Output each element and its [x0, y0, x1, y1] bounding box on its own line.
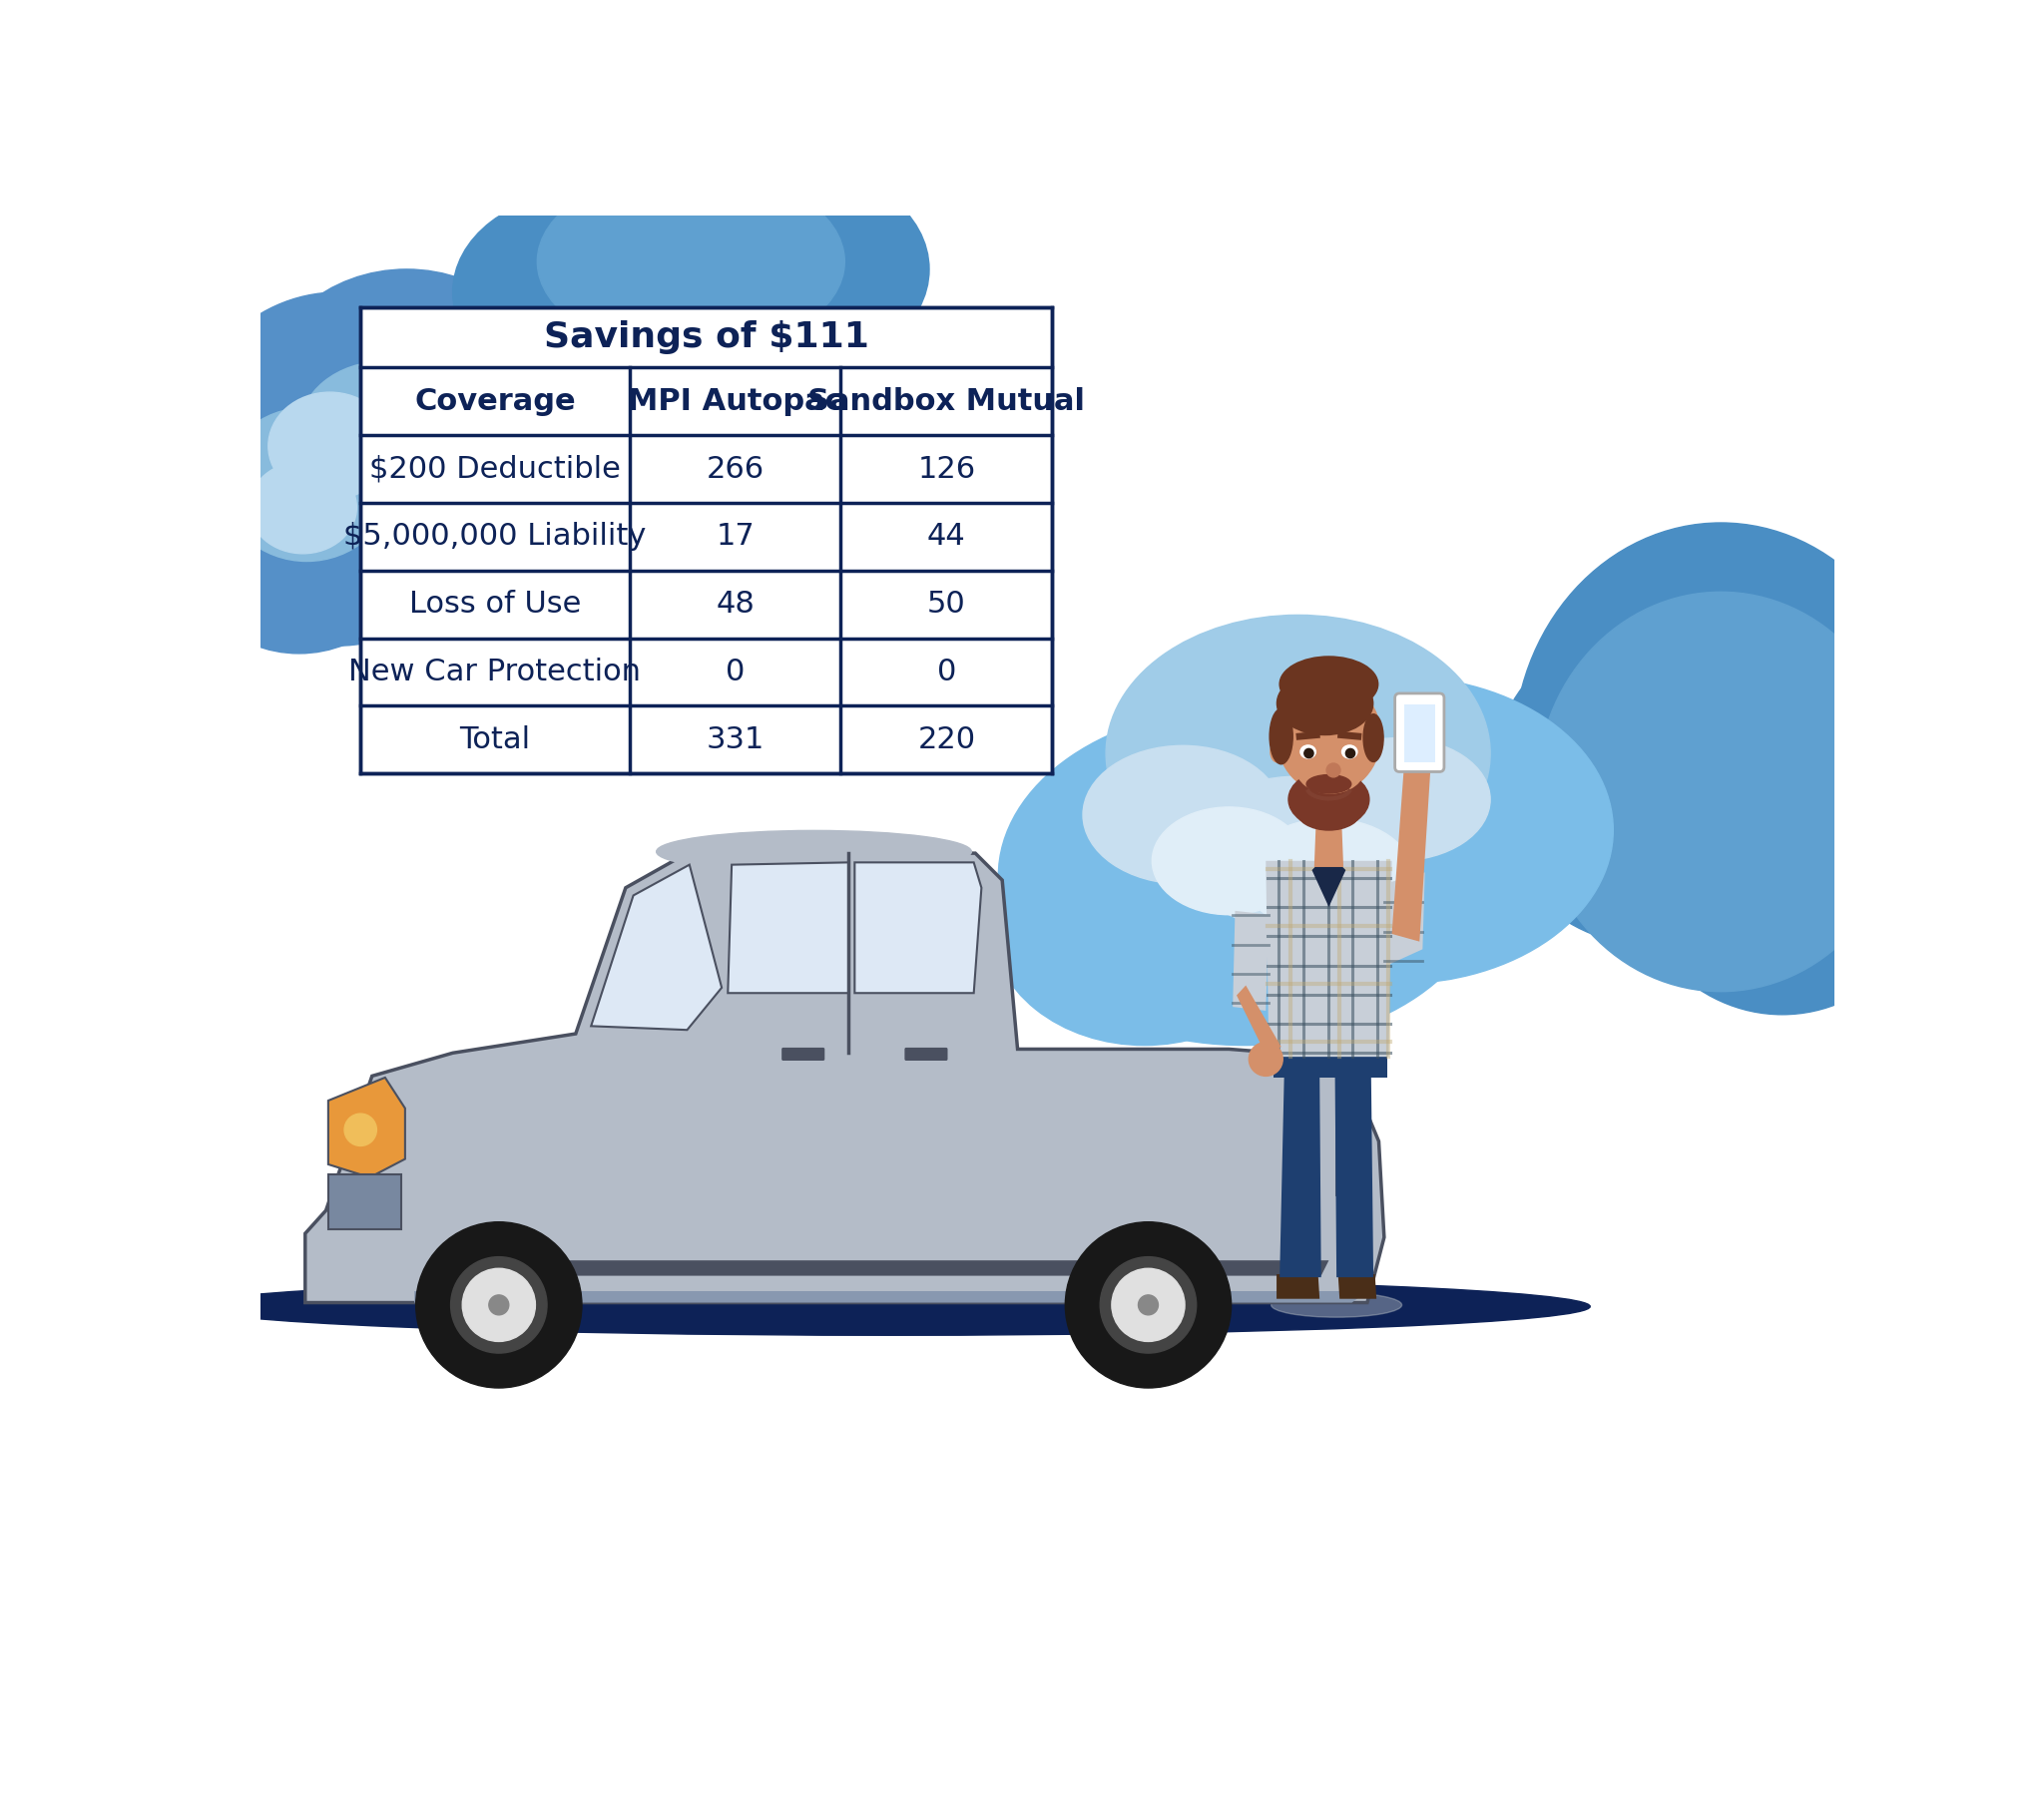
- Ellipse shape: [1363, 715, 1384, 762]
- Text: 220: 220: [918, 726, 975, 754]
- Ellipse shape: [1106, 614, 1490, 891]
- Text: Sandbox Mutual: Sandbox Mutual: [807, 386, 1085, 417]
- Text: Savings of $111: Savings of $111: [544, 321, 869, 354]
- FancyBboxPatch shape: [1273, 1052, 1388, 1078]
- Polygon shape: [1233, 911, 1269, 1011]
- Ellipse shape: [1306, 738, 1490, 860]
- Text: $200 Deductible: $200 Deductible: [370, 454, 621, 483]
- Circle shape: [1065, 1221, 1230, 1388]
- Text: Loss of Use: Loss of Use: [409, 589, 580, 620]
- Circle shape: [489, 1295, 509, 1315]
- Circle shape: [1345, 749, 1355, 758]
- Ellipse shape: [1341, 745, 1357, 758]
- Polygon shape: [415, 1291, 1367, 1302]
- Text: 17: 17: [715, 523, 754, 551]
- Text: 50: 50: [928, 589, 967, 620]
- Ellipse shape: [1280, 657, 1378, 711]
- Text: New Car Protection: New Car Protection: [350, 657, 642, 686]
- Ellipse shape: [991, 799, 1298, 1045]
- Ellipse shape: [1288, 770, 1369, 828]
- Circle shape: [1112, 1268, 1186, 1342]
- Ellipse shape: [652, 165, 930, 374]
- Ellipse shape: [1183, 677, 1613, 984]
- Text: 0: 0: [726, 657, 744, 686]
- Ellipse shape: [1083, 745, 1284, 884]
- Ellipse shape: [268, 392, 390, 499]
- Polygon shape: [305, 853, 1384, 1302]
- Circle shape: [452, 1257, 548, 1352]
- Circle shape: [1249, 1042, 1284, 1076]
- Polygon shape: [1237, 986, 1282, 1054]
- Polygon shape: [1265, 860, 1392, 1056]
- Ellipse shape: [1278, 679, 1380, 794]
- Polygon shape: [728, 862, 848, 993]
- Text: 126: 126: [918, 454, 975, 483]
- Ellipse shape: [249, 462, 356, 553]
- Ellipse shape: [176, 293, 499, 647]
- FancyBboxPatch shape: [1404, 704, 1435, 763]
- Ellipse shape: [1269, 709, 1292, 763]
- Ellipse shape: [1490, 623, 1813, 945]
- Polygon shape: [1280, 1072, 1320, 1277]
- Ellipse shape: [1537, 593, 1905, 991]
- Polygon shape: [1335, 1072, 1374, 1277]
- FancyBboxPatch shape: [781, 1047, 824, 1061]
- Text: 266: 266: [705, 454, 764, 483]
- Ellipse shape: [1271, 742, 1284, 762]
- Circle shape: [1327, 763, 1341, 778]
- Polygon shape: [329, 1078, 405, 1178]
- Ellipse shape: [223, 408, 390, 560]
- Ellipse shape: [176, 408, 421, 654]
- Ellipse shape: [1278, 672, 1374, 735]
- Ellipse shape: [1153, 806, 1306, 914]
- Ellipse shape: [1300, 745, 1316, 758]
- Polygon shape: [1384, 873, 1425, 964]
- Ellipse shape: [515, 158, 869, 397]
- Polygon shape: [1339, 1273, 1376, 1299]
- Text: $5,000,000 Liability: $5,000,000 Liability: [343, 523, 646, 551]
- Ellipse shape: [1296, 790, 1361, 830]
- Polygon shape: [1312, 858, 1345, 907]
- FancyBboxPatch shape: [360, 307, 1053, 774]
- Circle shape: [415, 1221, 583, 1388]
- Circle shape: [1139, 1295, 1159, 1315]
- FancyBboxPatch shape: [329, 1175, 401, 1230]
- Polygon shape: [854, 862, 981, 993]
- Polygon shape: [591, 864, 722, 1029]
- Ellipse shape: [343, 1114, 376, 1146]
- Ellipse shape: [1306, 774, 1351, 794]
- Polygon shape: [1278, 1273, 1320, 1299]
- Text: 44: 44: [928, 523, 967, 551]
- Ellipse shape: [997, 708, 1490, 1045]
- Ellipse shape: [1296, 742, 1365, 794]
- Ellipse shape: [656, 830, 971, 873]
- Ellipse shape: [1513, 523, 1927, 984]
- Ellipse shape: [1183, 776, 1412, 930]
- Text: 48: 48: [715, 589, 754, 620]
- FancyBboxPatch shape: [1394, 693, 1445, 772]
- Text: Coverage: Coverage: [415, 386, 576, 417]
- Text: 0: 0: [936, 657, 957, 686]
- Text: MPI Autopac: MPI Autopac: [628, 386, 842, 417]
- Ellipse shape: [452, 192, 713, 392]
- Ellipse shape: [1245, 819, 1412, 934]
- Ellipse shape: [192, 1277, 1590, 1334]
- Text: 331: 331: [705, 726, 764, 754]
- Ellipse shape: [298, 361, 468, 499]
- Ellipse shape: [1271, 1293, 1402, 1316]
- FancyBboxPatch shape: [905, 1047, 948, 1061]
- Polygon shape: [1314, 808, 1343, 867]
- Ellipse shape: [262, 269, 552, 530]
- Circle shape: [1100, 1257, 1196, 1352]
- Text: Total: Total: [460, 726, 531, 754]
- Polygon shape: [1392, 765, 1431, 941]
- Ellipse shape: [1621, 661, 1944, 1015]
- Circle shape: [462, 1268, 536, 1342]
- Ellipse shape: [538, 169, 844, 354]
- Circle shape: [1304, 749, 1314, 758]
- Polygon shape: [1337, 1126, 1367, 1194]
- Polygon shape: [429, 1261, 1329, 1275]
